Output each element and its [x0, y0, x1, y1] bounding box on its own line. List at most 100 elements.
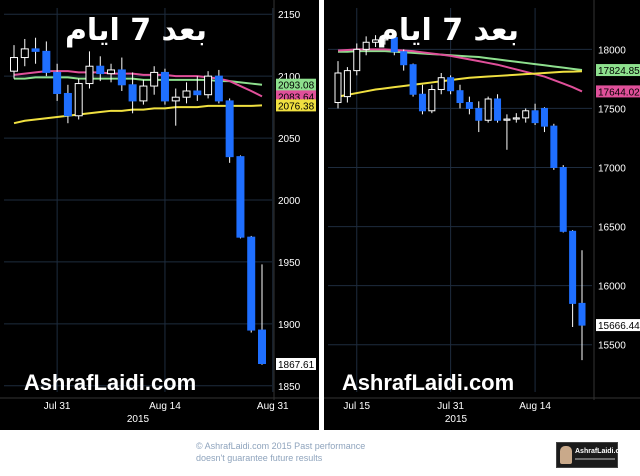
y-tick-label: 1900 [278, 320, 301, 331]
candle-up [503, 118, 511, 121]
candle-up [85, 65, 94, 85]
candle-down [418, 93, 426, 112]
y-tick-label: 15500 [598, 341, 626, 352]
candle-down [447, 77, 455, 92]
candle-up [139, 85, 148, 102]
candle-down [578, 302, 586, 326]
candle-down [225, 100, 234, 158]
copyright-line-1: © AshrafLaidi.com 2015 Past performance [196, 441, 366, 451]
candle-up [522, 110, 530, 119]
moving-average-line [337, 48, 583, 93]
y-tick-label: 2050 [278, 134, 301, 145]
candle-down [63, 92, 72, 117]
y-tick-label: 17500 [598, 104, 626, 115]
chart-svg-left: 1850 1900 1950 2000 2050 2100 2150 Jul 31 Aug 14… [0, 0, 319, 425]
candle-down [160, 71, 169, 102]
candle-down [409, 64, 417, 95]
candle-down [236, 156, 245, 238]
candle-up [428, 89, 436, 112]
y-tick-label: 2000 [278, 196, 301, 207]
copyright-line-2: doesn't guarantee future results [196, 453, 323, 463]
x-tick-label: Aug 14 [149, 401, 181, 412]
x-tick-label: Aug 14 [519, 401, 551, 412]
candle-down [53, 71, 62, 94]
x-year-label: 2015 [445, 414, 468, 425]
candle-down [214, 75, 223, 102]
chart-svg-right: 15500 16000 16500 17000 17500 18000 Jul 15 Jul … [324, 0, 640, 425]
y-tick-label: 2150 [278, 10, 301, 21]
candle-down [258, 329, 266, 365]
chart-panel-right: 15500 16000 16500 17000 17500 18000 Jul 15 Jul … [324, 0, 640, 430]
watermark-text: AshrafLaidi.com [24, 370, 196, 395]
price-tag-box [276, 357, 316, 370]
candle-down [193, 90, 202, 96]
candle-down [531, 110, 539, 124]
candle-up [353, 48, 361, 72]
price-tag-label: 2093.08 [278, 81, 315, 92]
logo-tagline-bar [575, 458, 615, 460]
candle-up [182, 90, 191, 98]
candle-down [456, 90, 464, 104]
candle-up [343, 70, 351, 98]
moving-average-line [13, 104, 263, 125]
chart-panel-left: 1850 1900 1950 2000 2050 2100 2150 Jul 31 Aug 14… [0, 0, 319, 430]
moving-average-line [14, 76, 263, 86]
y-tick-label: 17000 [598, 164, 626, 175]
y-tick-label: 18000 [598, 45, 626, 56]
candle-down [465, 102, 473, 109]
candle-down [31, 48, 40, 52]
y-tick-label: 1850 [278, 382, 301, 393]
x-tick-label: Jul 31 [437, 401, 464, 412]
brand-logo: AshrafLaidi.com [556, 442, 630, 468]
candle-down [540, 107, 548, 127]
candle-down [550, 125, 558, 169]
price-tag-box [276, 99, 316, 112]
candle-up [372, 39, 380, 43]
candle-up [171, 96, 180, 102]
candle-up [204, 75, 213, 96]
moving-average-line [13, 70, 263, 98]
moving-average-line [338, 50, 583, 72]
chart-title: بعد 7 ايام [377, 13, 519, 48]
logo-text: AshrafLaidi.com [575, 448, 630, 455]
x-tick-label: Jul 31 [44, 401, 71, 412]
candle-up [107, 69, 116, 75]
candle-down [494, 98, 502, 121]
candle-up [10, 57, 18, 72]
moving-average-line [337, 70, 583, 98]
candle-up [512, 117, 520, 120]
candle-down [569, 230, 577, 304]
candle-down [247, 236, 256, 331]
candle-up [74, 83, 83, 117]
footer: © AshrafLaidi.com 2015 Past performance … [0, 436, 640, 476]
price-tag-label: 17824.85 [598, 66, 640, 77]
candle-up [334, 72, 342, 104]
price-tag-label: 17644.02 [598, 87, 640, 98]
candle-down [559, 167, 567, 232]
price-tag-box [596, 319, 640, 332]
price-tag-label: 1867.61 [278, 360, 315, 371]
candle-up [20, 48, 29, 59]
candle-down [42, 50, 51, 73]
x-tick-label: Aug 31 [257, 401, 289, 412]
price-tag-box [596, 64, 640, 77]
watermark-text: AshrafLaidi.com [342, 370, 514, 395]
y-tick-label: 16000 [598, 282, 626, 293]
x-year-label: 2015 [127, 414, 150, 425]
x-tick-label: Jul 15 [343, 401, 370, 412]
candle-down [117, 69, 126, 86]
portrait-icon [560, 446, 572, 464]
candle-up [437, 77, 445, 91]
candle-down [475, 107, 483, 121]
price-tag-label: 15666.44 [598, 321, 640, 332]
candle-up [381, 38, 389, 41]
chart-title: بعد 7 ايام [65, 13, 207, 48]
price-tag-box [276, 78, 316, 91]
copyright-notice: © AshrafLaidi.com 2015 Past performance … [196, 440, 406, 464]
candle-up [150, 71, 159, 87]
candle-down [400, 51, 408, 66]
candle-down [96, 65, 105, 75]
candle-down [390, 37, 398, 53]
price-tag-box [596, 85, 640, 98]
candle-up [484, 98, 492, 121]
